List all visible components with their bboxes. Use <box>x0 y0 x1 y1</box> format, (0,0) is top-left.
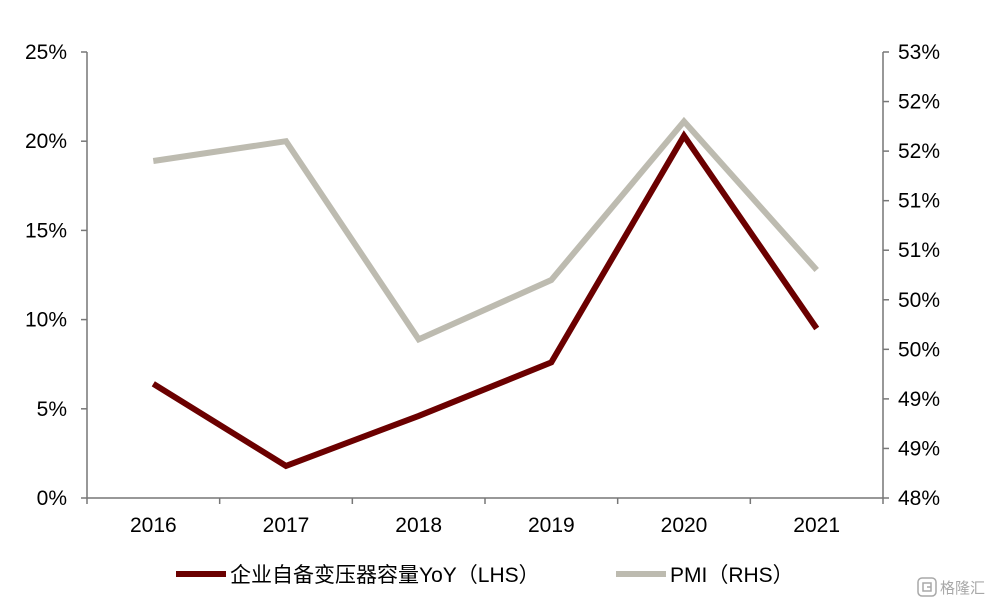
left-axis-ticks: 0% 5% 10% 15% 20% 25% <box>25 41 87 510</box>
right-tick-label: 52% <box>898 140 940 163</box>
x-tick-label: 2019 <box>528 514 575 537</box>
left-tick-label: 20% <box>25 130 67 153</box>
x-tick-label: 2017 <box>263 514 310 537</box>
left-tick-label: 0% <box>37 487 67 510</box>
watermark-icon <box>917 577 937 597</box>
series-line-yoy <box>151 130 820 470</box>
series-layer <box>151 116 820 470</box>
x-tick-label: 2018 <box>395 514 442 537</box>
left-tick-label: 10% <box>25 309 67 332</box>
right-tick-label: 51% <box>898 190 940 213</box>
x-axis-ticks: 2016 2017 2018 2019 2020 2021 <box>86 498 884 537</box>
right-tick-label: 52% <box>898 91 940 114</box>
left-tick-label: 5% <box>37 398 67 421</box>
right-tick-label: 50% <box>898 289 940 312</box>
watermark-logo: 格隆汇 <box>917 577 985 597</box>
right-tick-label: 51% <box>898 239 940 262</box>
x-tick-label: 2016 <box>130 514 177 537</box>
series-line-pmi <box>152 116 819 344</box>
left-tick-label: 25% <box>25 41 67 64</box>
x-tick-label: 2021 <box>793 514 840 537</box>
right-tick-label: 49% <box>898 388 940 411</box>
watermark-text: 格隆汇 <box>940 579 985 597</box>
chart-legend: 企业自备变压器容量YoY（LHS） PMI（RHS） <box>176 564 794 587</box>
legend-label-yoy: 企业自备变压器容量YoY（LHS） <box>230 564 540 587</box>
right-tick-label: 53% <box>898 41 940 64</box>
legend-label-pmi: PMI（RHS） <box>670 564 794 587</box>
right-tick-label: 48% <box>898 487 940 510</box>
chart-axes <box>86 52 884 499</box>
x-tick-label: 2020 <box>661 514 708 537</box>
right-tick-label: 50% <box>898 338 940 361</box>
left-tick-label: 15% <box>25 219 67 242</box>
right-axis-ticks: 48% 49% 49% 50% 50% 51% 51% 52% 52% 53% <box>883 41 940 510</box>
watermark-icon-glyph <box>922 582 932 592</box>
right-tick-label: 49% <box>898 437 940 460</box>
